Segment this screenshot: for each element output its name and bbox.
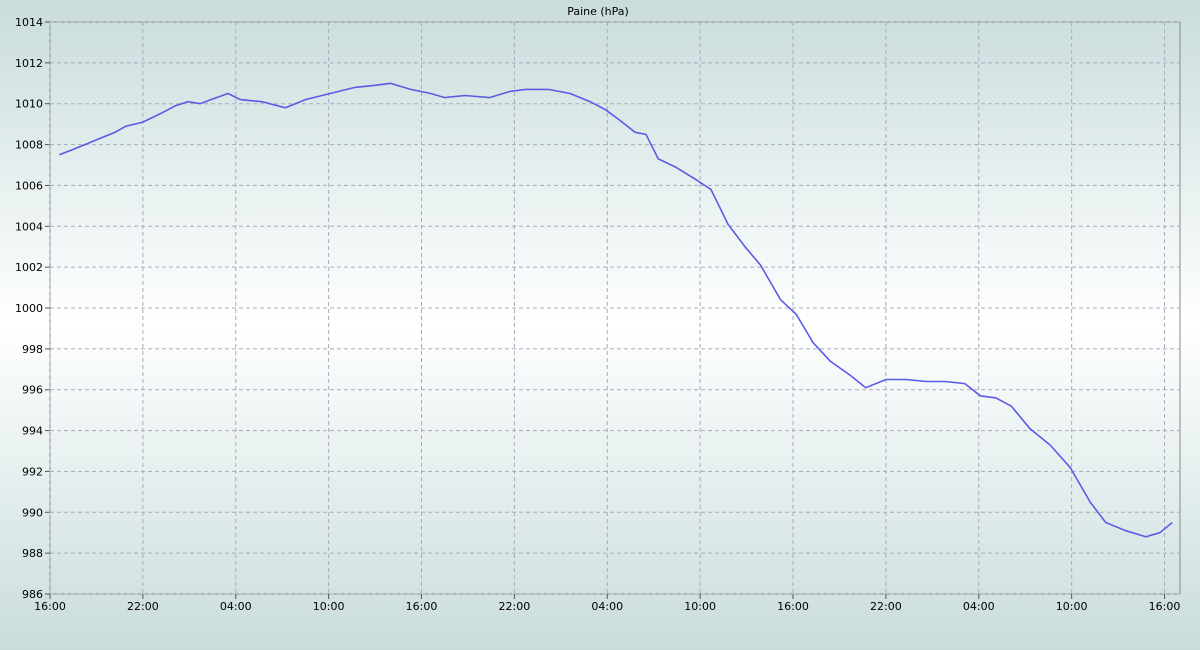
- y-tick-label: 992: [22, 465, 43, 478]
- x-tick-label: 10:00: [684, 600, 716, 613]
- y-tick-label: 986: [22, 588, 43, 601]
- y-tick-label: 1010: [15, 98, 43, 111]
- x-tick-label: 10:00: [313, 600, 345, 613]
- x-tick-label: 16:00: [406, 600, 438, 613]
- x-tick-label: 16:00: [777, 600, 809, 613]
- chart-title: Paine (hPa): [567, 5, 629, 18]
- y-tick-label: 1012: [15, 57, 43, 70]
- y-tick-label: 1008: [15, 139, 43, 152]
- x-tick-label: 04:00: [220, 600, 252, 613]
- y-tick-label: 996: [22, 384, 43, 397]
- x-tick-label: 10:00: [1056, 600, 1088, 613]
- y-tick-label: 994: [22, 425, 43, 438]
- x-tick-label: 04:00: [591, 600, 623, 613]
- x-tick-label: 04:00: [963, 600, 995, 613]
- x-tick-label: 22:00: [499, 600, 531, 613]
- y-tick-label: 990: [22, 506, 43, 519]
- x-tick-label: 22:00: [127, 600, 159, 613]
- x-tick-label: 22:00: [870, 600, 902, 613]
- x-tick-label: 16:00: [1149, 600, 1181, 613]
- y-tick-label: 1000: [15, 302, 43, 315]
- y-tick-label: 1014: [15, 16, 43, 29]
- x-tick-label: 16:00: [34, 600, 66, 613]
- y-tick-label: 988: [22, 547, 43, 560]
- y-tick-label: 1006: [15, 179, 43, 192]
- y-tick-label: 998: [22, 343, 43, 356]
- y-tick-label: 1004: [15, 220, 43, 233]
- y-tick-label: 1002: [15, 261, 43, 274]
- line: [59, 82, 1173, 538]
